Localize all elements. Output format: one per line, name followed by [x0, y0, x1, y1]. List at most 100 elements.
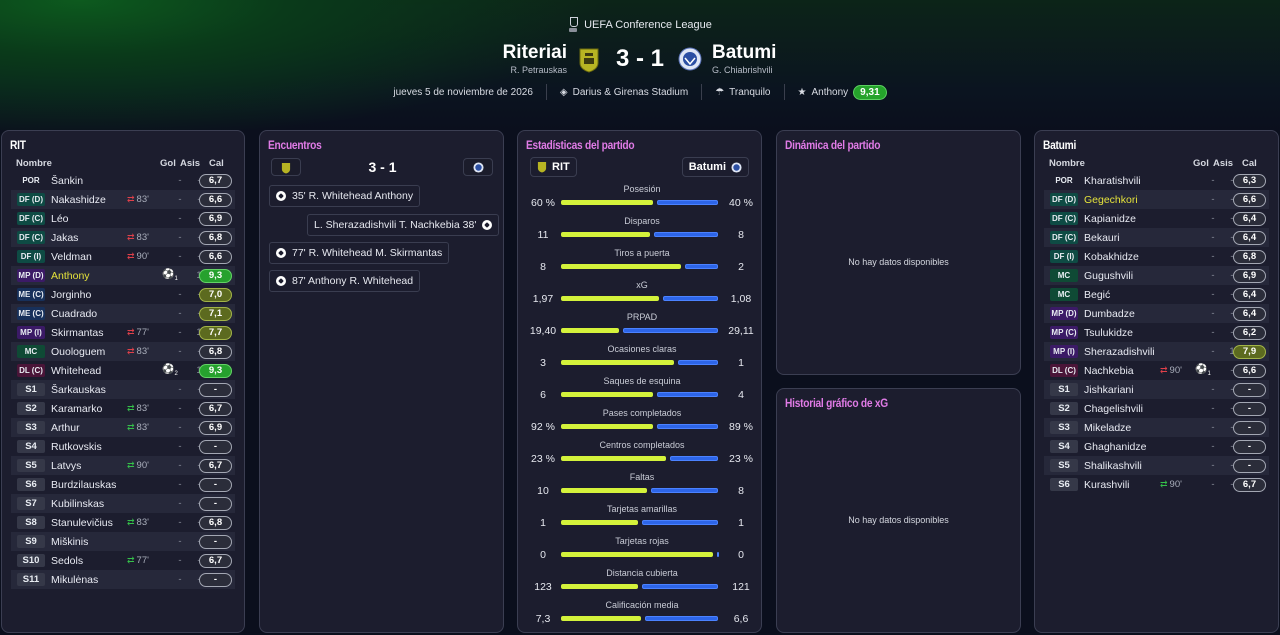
player-name[interactable]: Stanulevičius	[51, 516, 113, 529]
home-team-name[interactable]: Riteriai	[502, 42, 567, 63]
player-row[interactable]: S5 Shalikashvili - - -	[1044, 456, 1269, 475]
away-bar	[670, 456, 718, 461]
player-name[interactable]: Ghaghanidze	[1084, 440, 1147, 453]
player-name[interactable]: Shalikashvili	[1084, 459, 1142, 472]
rating-badge: 6,4	[1233, 306, 1266, 321]
stat-row: Distancia cubierta 123 121	[518, 568, 766, 600]
player-row[interactable]: S4 Ghaghanidze - - -	[1044, 437, 1269, 456]
player-name[interactable]: Kobakhidze	[1084, 250, 1139, 263]
player-row[interactable]: DL (C) Nachkebia ⇄ 90' ⚽1 -6,6	[1044, 361, 1269, 380]
player-row[interactable]: DF (I)Veldman⇄90'--6,6	[11, 247, 235, 266]
player-row[interactable]: MP (I) Skirmantas ⇄77' - 17,7	[11, 323, 235, 342]
player-name[interactable]: Kapianidze	[1084, 212, 1136, 225]
player-row[interactable]: MC Begić - -6,4	[1044, 285, 1269, 304]
player-row[interactable]: DF (C) Bekauri - -6,4	[1044, 228, 1269, 247]
player-name[interactable]: Jorginho	[51, 288, 92, 301]
player-name[interactable]: Mikulėnas	[51, 573, 99, 586]
player-name[interactable]: Tsulukidze	[1084, 326, 1134, 339]
player-name[interactable]: Skirmantas	[51, 326, 104, 339]
player-name[interactable]: Šankin	[51, 174, 84, 187]
player-row[interactable]: MP (C) Tsulukidze - -6,2	[1044, 323, 1269, 342]
substitution: ⇄ 83'	[127, 194, 149, 205]
player-name[interactable]: Sherazadishvili	[1084, 345, 1155, 358]
assists: -	[194, 251, 204, 262]
home-coach[interactable]: R. Petrauskas	[510, 65, 567, 75]
event-goal[interactable]: 77' R. Whitehead M. Skirmantas	[269, 242, 450, 264]
player-row[interactable]: S3 Mikeladze - - -	[1044, 418, 1269, 437]
player-row[interactable]: S6 Kurashvili ⇄ 90' - -6,7	[1044, 475, 1269, 494]
player-row[interactable]: MC Gugushvili - -6,9	[1044, 266, 1269, 285]
player-name[interactable]: Mikeladze	[1084, 421, 1132, 434]
player-row[interactable]: DF (C)Jakas⇄83'--6,8	[11, 228, 235, 247]
player-row[interactable]: ME (C)Cuadrado--7,1	[11, 304, 235, 323]
player-name[interactable]: Cuadrado	[51, 307, 98, 320]
position-badge: DL (C)	[1050, 364, 1078, 377]
motm-name[interactable]: Anthony	[811, 86, 849, 98]
player-name[interactable]: Begić	[1084, 288, 1111, 301]
player-name[interactable]: Veldman	[51, 250, 92, 263]
player-row[interactable]: ME (C)Jorginho--7,0	[11, 285, 235, 304]
player-row[interactable]: DF (D) Gegechkori - -6,6	[1044, 190, 1269, 209]
player-name[interactable]: Miškinis	[51, 535, 89, 548]
player-name[interactable]: Kharatishvili	[1084, 174, 1141, 187]
player-name[interactable]: Nakashidze	[51, 193, 106, 206]
player-name[interactable]: Rutkovskis	[51, 440, 102, 453]
player-row[interactable]: POR Kharatishvili - -6,3	[1044, 171, 1269, 190]
player-row[interactable]: DL (C) Whitehead ⚽2 19,3	[11, 361, 235, 380]
substitution: ⇄ 77'	[127, 327, 149, 338]
away-team[interactable]: Batumi G. Chiabrishvili	[712, 42, 776, 75]
away-bar	[642, 584, 718, 589]
player-row[interactable]: S1 Jishkariani - - -	[1044, 380, 1269, 399]
home-bar	[561, 616, 641, 621]
player-name[interactable]: Nachkebia	[1084, 364, 1134, 377]
home-team[interactable]: Riteriai R. Petrauskas	[503, 42, 567, 75]
player-name[interactable]: Latvys	[51, 459, 82, 472]
event-goal[interactable]: L. Sherazadishvili T. Nachkebia 38'	[307, 214, 500, 236]
player-name[interactable]: Dumbadze	[1084, 307, 1135, 320]
player-row[interactable]: S2 Chagelishvili - - -	[1044, 399, 1269, 418]
player-name[interactable]: Chagelishvili	[1084, 402, 1143, 415]
player-name[interactable]: Burdzilauskas	[51, 478, 117, 491]
player-name[interactable]: Whitehead	[51, 364, 102, 377]
event-goal[interactable]: 87' Anthony R. Whitehead	[269, 270, 421, 292]
player-name[interactable]: Gegechkori	[1084, 193, 1138, 206]
player-name[interactable]: Jishkariani	[1084, 383, 1134, 396]
player-row[interactable]: DF (D)Nakashidze⇄83'--6,6	[11, 190, 235, 209]
home-lineup-panel: RIT Nombre Gol Asis Cal PORŠankin--6,7DF…	[1, 130, 245, 633]
player-row[interactable]: MP (I) Sherazadishvili - 1 7,9	[1044, 342, 1269, 361]
player-name[interactable]: Bekauri	[1084, 231, 1120, 244]
away-coach[interactable]: G. Chiabrishvili	[712, 65, 773, 75]
player-name[interactable]: Sedols	[51, 554, 84, 567]
player-row[interactable]: MP (D) Dumbadze - -6,4	[1044, 304, 1269, 323]
player-name[interactable]: Gugushvili	[1084, 269, 1134, 282]
player-name[interactable]: Kurashvili	[1084, 478, 1130, 491]
player-row[interactable]: MP (D) Anthony ⚽1 19,3	[11, 266, 235, 285]
player-name[interactable]: Šarkauskas	[51, 383, 106, 396]
player-name[interactable]: Arthur	[51, 421, 80, 434]
event-goal[interactable]: 35' R. Whitehead Anthony	[269, 185, 421, 207]
player-name[interactable]: Karamarko	[51, 402, 103, 415]
player-name[interactable]: Kubilinskas	[51, 497, 105, 510]
player-row[interactable]: DF (C)Léo--6,9	[11, 209, 235, 228]
player-row[interactable]: DF (C) Kapianidze - -6,4	[1044, 209, 1269, 228]
player-name[interactable]: Léo	[51, 212, 69, 225]
player-name[interactable]: Anthony	[51, 269, 90, 282]
away-team-name[interactable]: Batumi	[712, 42, 777, 63]
player-row[interactable]: DF (I) Kobakhidze - -6,8	[1044, 247, 1269, 266]
player-name[interactable]: Ouologuem	[51, 345, 106, 358]
player-name[interactable]: Jakas	[51, 231, 79, 244]
man-of-the-match[interactable]: ★ Anthony 9,31	[798, 84, 887, 100]
